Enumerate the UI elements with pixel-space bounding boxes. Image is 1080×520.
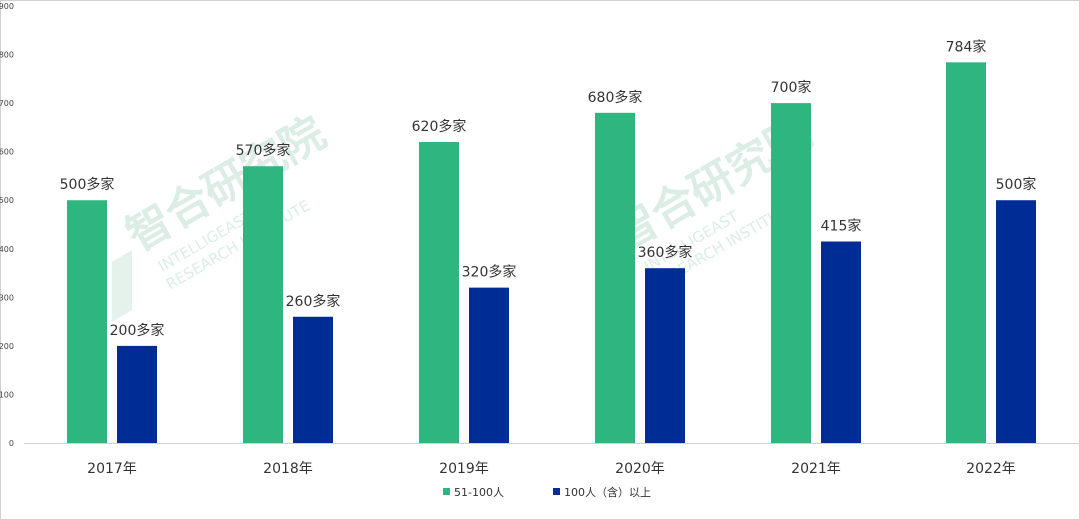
legend: 51-100人 100人（含）以上 [443, 485, 651, 499]
data-label: 700家 [771, 79, 812, 96]
y-tick-label: 0 [9, 439, 14, 448]
legend-swatch [443, 488, 450, 495]
x-category-label: 2022年 [966, 461, 1016, 477]
bar-series2-4 [821, 241, 861, 443]
bar-series2-0 [117, 345, 157, 443]
bar-series1-4 [771, 103, 811, 443]
bar-series1-5 [946, 62, 986, 444]
bar-series1-2 [419, 141, 459, 443]
y-tick-label: 700 [0, 99, 14, 108]
y-tick-label: 200 [0, 342, 14, 351]
bar-series2-2 [469, 287, 509, 443]
data-label: 200多家 [110, 322, 165, 339]
data-label: 620多家 [412, 118, 467, 135]
x-category-label: 2018年 [263, 461, 313, 477]
y-axis: 0 100 200 300 400 500 600 700 800 900 [0, 2, 14, 448]
y-tick-label: 900 [0, 2, 14, 11]
bar-series1-0 [67, 200, 107, 443]
data-label: 500家 [996, 176, 1037, 193]
bar-series2-1 [293, 316, 333, 443]
y-tick-label: 400 [0, 245, 14, 254]
data-label: 570多家 [236, 142, 291, 159]
x-category-label: 2019年 [439, 461, 489, 477]
bars [67, 62, 1036, 444]
data-label: 360多家 [638, 244, 693, 261]
legend-label: 100人（含）以上 [564, 485, 651, 499]
x-category-label: 2017年 [87, 461, 137, 477]
y-tick-label: 800 [0, 51, 14, 60]
x-axis: 2017年 2018年 2019年 2020年 2021年 2022年 [24, 443, 1080, 477]
legend-label: 51-100人 [454, 486, 504, 499]
watermark-logo-icon [112, 250, 132, 322]
y-tick-label: 600 [0, 148, 14, 157]
y-tick-label: 500 [0, 196, 14, 205]
legend-swatch [553, 488, 560, 495]
data-labels: 500多家 570多家 620多家 680多家 700家 784家 200多家 260多家 32… [60, 38, 1037, 339]
data-label: 500多家 [60, 176, 115, 193]
x-category-label: 2021年 [791, 461, 841, 477]
data-label: 260多家 [286, 293, 341, 310]
bar-series2-5 [996, 200, 1036, 443]
bar-series1-3 [595, 112, 635, 444]
data-label: 680多家 [588, 89, 643, 106]
y-tick-label: 300 [0, 293, 14, 302]
x-category-label: 2020年 [615, 461, 665, 477]
data-label: 320多家 [462, 264, 517, 281]
bar-series2-3 [645, 268, 685, 443]
data-label: 784家 [946, 38, 987, 55]
y-tick-label: 100 [0, 390, 14, 399]
bar-series1-1 [243, 166, 283, 443]
data-label: 415家 [821, 217, 862, 234]
